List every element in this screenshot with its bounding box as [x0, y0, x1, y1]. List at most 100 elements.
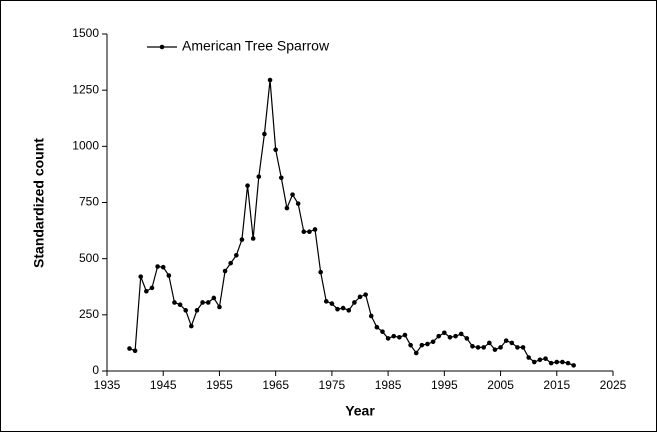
legend-label: American Tree Sparrow	[182, 38, 330, 54]
data-point	[245, 183, 250, 188]
data-point	[430, 339, 436, 345]
data-point	[335, 306, 340, 312]
data-point	[183, 308, 189, 313]
data-point	[323, 299, 329, 304]
data-point	[402, 332, 408, 338]
data-point	[470, 343, 475, 349]
data-point	[554, 359, 560, 365]
data-point	[442, 330, 447, 336]
data-point	[160, 264, 166, 270]
data-point	[425, 341, 430, 347]
y-tick-label: 750	[79, 195, 99, 209]
data-point	[548, 360, 554, 366]
x-tick-label: 2015	[543, 378, 570, 392]
data-point	[560, 359, 565, 365]
data-point	[172, 300, 177, 305]
data-point	[436, 333, 442, 339]
data-point	[363, 292, 368, 297]
data-point	[228, 260, 233, 266]
data-point	[239, 237, 245, 242]
data-point	[194, 308, 200, 313]
data-point	[543, 356, 548, 361]
data-point	[155, 264, 160, 269]
y-tick-label: 1250	[72, 82, 99, 96]
data-point	[498, 345, 503, 350]
data-point	[144, 288, 149, 294]
data-point	[189, 323, 194, 329]
data-point	[127, 346, 132, 351]
data-point	[515, 345, 520, 350]
x-axis-title: Year	[345, 403, 375, 419]
data-point	[571, 363, 576, 368]
data-point	[492, 347, 498, 352]
y-tick-label: 250	[79, 307, 99, 321]
data-point	[380, 329, 385, 334]
data-point	[205, 300, 211, 305]
data-point	[256, 174, 262, 179]
data-point	[458, 331, 464, 337]
data-point	[357, 294, 363, 300]
data-point	[132, 348, 138, 354]
data-point	[217, 304, 222, 310]
data-point	[250, 236, 256, 241]
data-point	[222, 268, 228, 274]
data-point	[301, 229, 307, 235]
data-point	[385, 336, 391, 341]
x-tick-label: 1975	[319, 378, 346, 392]
data-point	[340, 305, 346, 311]
data-point	[526, 355, 531, 360]
data-point	[273, 147, 278, 153]
data-point	[447, 335, 453, 340]
data-point	[200, 300, 205, 305]
data-point	[537, 357, 543, 363]
data-point	[234, 252, 239, 258]
data-point	[481, 345, 486, 350]
x-tick-label: 2005	[487, 378, 514, 392]
x-tick-label: 1955	[206, 378, 233, 392]
y-tick-label: 1000	[72, 139, 99, 153]
data-point	[284, 205, 290, 211]
data-point	[278, 175, 284, 181]
data-point	[565, 360, 571, 366]
data-point	[329, 301, 335, 306]
data-point	[453, 333, 458, 339]
data-point	[312, 227, 318, 232]
data-point	[368, 313, 374, 319]
x-tick-label: 1945	[150, 378, 177, 392]
x-tick-label: 1995	[431, 378, 458, 392]
data-point	[503, 338, 509, 343]
data-point	[397, 335, 402, 340]
data-point	[352, 300, 357, 305]
y-axis-title: Standardized count	[31, 138, 47, 268]
data-point	[531, 359, 537, 365]
data-point	[138, 274, 144, 279]
data-point	[408, 342, 413, 348]
y-tick-label: 1500	[72, 26, 99, 40]
data-point	[149, 285, 155, 291]
data-point	[413, 350, 419, 356]
data-point	[211, 295, 217, 301]
data-point	[177, 302, 183, 308]
y-tick-label: 0	[92, 363, 99, 377]
data-point	[346, 308, 352, 313]
data-point	[419, 342, 425, 348]
x-tick-label: 1935	[94, 378, 121, 392]
y-tick-label: 500	[79, 251, 99, 265]
x-tick-label: 2025	[600, 378, 627, 392]
x-tick-label: 1965	[262, 378, 289, 392]
data-point	[520, 345, 526, 350]
data-point	[391, 333, 397, 339]
legend-marker	[159, 44, 165, 50]
data-point	[262, 131, 267, 137]
data-point	[307, 229, 312, 235]
x-tick-label: 1985	[375, 378, 402, 392]
data-point	[166, 273, 172, 278]
data-point	[295, 201, 301, 206]
data-point	[290, 192, 295, 197]
data-point	[487, 340, 492, 346]
data-point	[267, 77, 273, 83]
data-point	[318, 269, 323, 275]
data-point	[475, 345, 481, 350]
data-point	[509, 340, 515, 346]
